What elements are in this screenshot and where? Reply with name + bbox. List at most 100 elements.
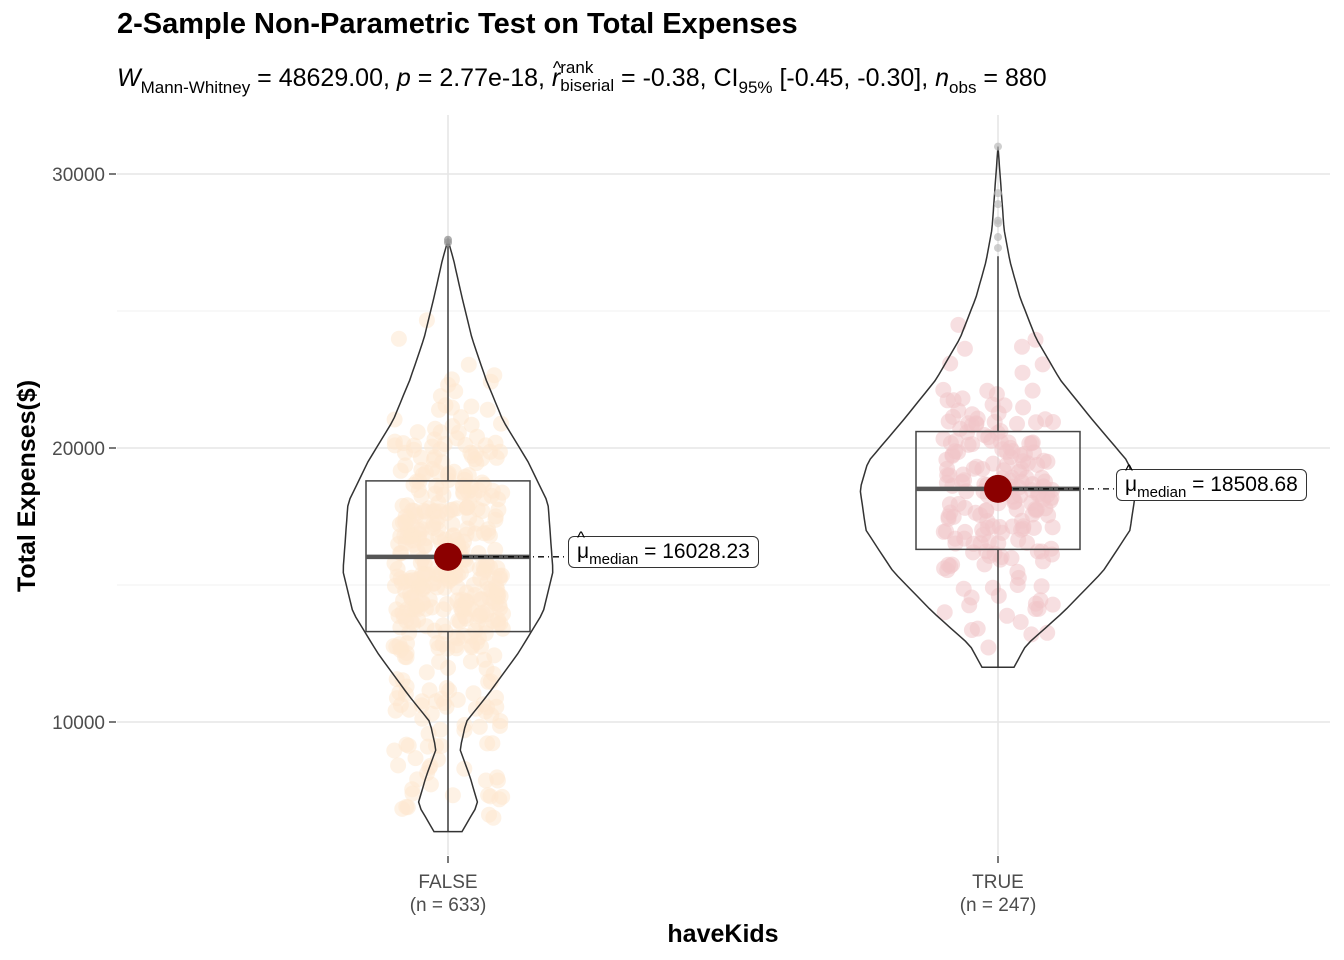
data-point <box>487 541 504 558</box>
data-point <box>435 601 452 618</box>
data-point <box>400 737 417 754</box>
data-point <box>482 559 499 576</box>
n-subscript: obs <box>949 78 977 97</box>
data-point <box>1014 338 1030 355</box>
data-point <box>404 781 421 798</box>
data-point <box>1023 494 1040 511</box>
data-point <box>950 444 967 460</box>
data-point <box>1044 596 1061 613</box>
data-point <box>444 787 461 804</box>
data-point <box>390 536 407 552</box>
data-point <box>488 449 505 466</box>
data-point <box>412 449 429 466</box>
n-value: 880 <box>1004 64 1047 92</box>
data-point <box>969 620 986 637</box>
data-point <box>936 604 953 621</box>
data-point <box>390 330 407 347</box>
data-point <box>467 622 484 639</box>
data-point <box>395 435 412 452</box>
data-point <box>974 461 991 477</box>
x-tick-label: FALSE <box>418 872 477 893</box>
data-point <box>430 494 447 511</box>
outlier-point <box>994 243 1002 252</box>
data-point <box>479 401 496 418</box>
data-point <box>471 718 488 735</box>
outlier-point <box>994 233 1002 242</box>
data-point <box>1039 624 1056 641</box>
data-point <box>935 523 952 540</box>
data-point <box>398 798 415 815</box>
data-point <box>1003 550 1020 567</box>
data-point <box>939 460 956 477</box>
data-point <box>1034 356 1051 373</box>
data-point <box>407 750 424 767</box>
data-point <box>445 527 462 544</box>
data-point <box>427 420 444 437</box>
data-point <box>419 738 436 755</box>
data-point <box>1035 553 1051 570</box>
data-point <box>940 508 957 525</box>
data-point <box>448 637 465 654</box>
data-point <box>1023 626 1040 643</box>
ci-symbol: CI <box>713 64 739 92</box>
data-point <box>1002 439 1019 456</box>
data-point <box>431 401 447 418</box>
data-point <box>406 502 423 519</box>
data-point <box>492 717 508 734</box>
data-point <box>463 398 480 415</box>
data-point <box>986 414 1003 430</box>
data-point <box>483 487 500 504</box>
data-point <box>388 601 405 618</box>
data-point <box>956 499 973 516</box>
data-point <box>1040 507 1057 524</box>
data-point <box>1044 519 1061 536</box>
data-point <box>963 589 980 606</box>
data-point <box>976 427 993 443</box>
ci-value: [-0.45, -0.30] <box>779 64 922 92</box>
data-point <box>1027 331 1044 348</box>
data-point <box>409 424 426 441</box>
data-point <box>434 636 451 653</box>
data-point <box>996 397 1013 414</box>
data-point <box>442 502 459 519</box>
data-point <box>1009 415 1025 432</box>
data-point <box>1008 501 1025 518</box>
y-tick-label: 20000 <box>52 439 105 460</box>
data-point <box>493 415 509 432</box>
ci-subscript: 95% <box>738 78 773 97</box>
data-point <box>432 388 449 405</box>
data-point <box>460 467 477 484</box>
data-point <box>1023 435 1040 452</box>
data-point <box>413 488 430 504</box>
data-point <box>453 409 469 426</box>
data-point <box>485 666 502 682</box>
data-point <box>939 562 956 579</box>
data-point <box>1032 592 1049 609</box>
data-point <box>456 717 473 733</box>
data-point <box>974 521 991 538</box>
x-axis-title: haveKids <box>667 920 778 948</box>
data-point <box>460 356 477 373</box>
median-label-true: ^ μmedian = 18508.68 <box>1116 461 1307 501</box>
w-symbol: W <box>117 64 141 92</box>
data-point <box>980 533 997 550</box>
data-point <box>392 642 409 659</box>
data-point <box>486 647 503 664</box>
data-point <box>394 514 411 531</box>
y-tick-label: 10000 <box>52 713 105 734</box>
data-point <box>950 316 967 333</box>
data-point <box>999 607 1015 624</box>
data-point <box>420 725 437 742</box>
data-point <box>479 699 496 716</box>
data-point <box>942 355 959 372</box>
outlier-point <box>994 200 1002 209</box>
data-point <box>481 806 497 823</box>
r-superscript: rank <box>560 58 594 78</box>
chart-subtitle: WMann-Whitney = 48629.00, p = 2.77e-18, … <box>117 58 1047 97</box>
axes: 10000 20000 30000 FALSE(n = 633) TRUE(n = 24… <box>52 165 1036 916</box>
median-label-value: 16028.23 <box>662 540 750 563</box>
data-point <box>426 449 443 466</box>
data-point <box>1037 473 1053 490</box>
data-point <box>392 462 409 479</box>
data-point <box>414 710 431 727</box>
